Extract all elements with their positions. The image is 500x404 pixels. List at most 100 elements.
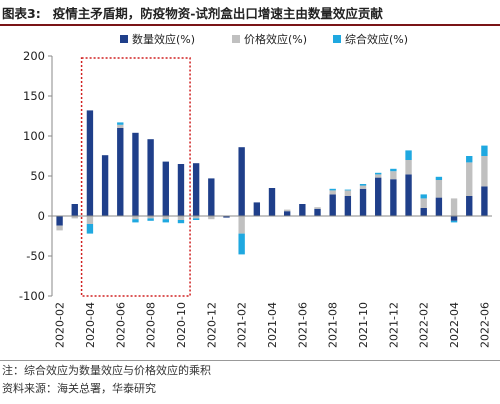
bar-quantity-2022-01: [405, 174, 412, 216]
x-tick-label: 2020-12: [205, 302, 218, 348]
x-tick-label: 2021-04: [266, 302, 279, 348]
figure-label: 图表3:: [2, 5, 41, 21]
bar-quantity-2020-12: [208, 178, 215, 216]
chart-title-row: 图表3: 疫情主矛盾期，防疫物资-试剂盒出口增速主由数量效应贡献: [0, 0, 500, 24]
y-tick-label: 0: [38, 209, 45, 223]
bar-quantity-2022-02: [420, 208, 427, 216]
bar-quantity-2021-10: [359, 188, 367, 216]
bar-price-2022-02: [420, 198, 427, 208]
bar-quantity-2021-06: [299, 204, 306, 216]
bar-combined-2022-02: [420, 194, 427, 199]
bar-quantity-2022-03: [435, 197, 443, 216]
bar-price-2022-04: [450, 198, 458, 216]
notes-block: 注：综合效应为数量效应与价格效应的乘积 资料来源：海关总署，华泰研究: [2, 362, 211, 398]
bar-combined-2020-04: [86, 224, 94, 234]
x-tick-label: 2021-06: [296, 302, 309, 348]
bar-quantity-2021-12: [390, 179, 397, 216]
bar-combined-2021-12: [390, 168, 397, 172]
x-tick-label: 2020-06: [114, 302, 127, 348]
bar-combined-2021-08: [329, 188, 336, 191]
bar-combined-2021-10: [359, 184, 367, 186]
y-tick-label: 200: [23, 49, 45, 63]
legend-label-combined: 综合效应(%): [345, 32, 408, 46]
notes-divider: [0, 360, 500, 361]
bar-quantity-2020-07: [132, 132, 139, 216]
bar-quantity-2021-01: [223, 216, 230, 218]
bar-quantity-2021-04: [268, 188, 276, 216]
bars-layer: [56, 110, 488, 255]
bar-quantity-2020-03: [71, 204, 78, 216]
y-tick-label: -50: [26, 249, 45, 263]
bar-combined-2021-09: [344, 189, 352, 191]
bar-combined-2020-08: [147, 218, 154, 221]
bar-combined-2020-09: [162, 219, 169, 223]
bar-price-2022-03: [435, 180, 443, 198]
bar-quantity-2020-09: [162, 161, 169, 216]
bar-quantity-2020-11: [192, 163, 200, 216]
bar-price-2020-03: [71, 216, 78, 219]
bar-price-2021-05: [283, 209, 291, 212]
bar-combined-2021-11: [375, 172, 382, 175]
bar-price-2021-07: [314, 207, 321, 209]
bar-quantity-2020-02: [56, 216, 63, 226]
y-tick-label: 150: [23, 89, 45, 103]
bar-price-2021-08: [329, 190, 336, 195]
x-tick-label: 2022-02: [418, 302, 431, 348]
y-tick-label: 100: [23, 129, 45, 143]
chart-svg: 数量效应(%) 价格效应(%) 综合效应(%) -100 -50 0 50 100 150 20…: [19, 32, 492, 348]
x-tick-label: 2020-08: [145, 302, 158, 348]
bar-price-2020-07: [132, 216, 139, 220]
bar-price-2021-11: [375, 174, 382, 178]
legend-label-price: 价格效应(%): [244, 32, 307, 46]
bar-combined-2022-05: [466, 156, 473, 163]
bar-quantity-2020-05: [101, 155, 109, 216]
legend-swatch-quantity: [120, 35, 128, 43]
bar-quantity-2021-11: [375, 177, 382, 216]
axes-layer: -100 -50 0 50 100 150 200 2020-02 2020-04 2020-06…: [19, 49, 492, 348]
source-note: 资料来源：海关总署，华泰研究: [2, 382, 156, 395]
x-tick-label: 2021-02: [236, 302, 249, 348]
legend: 数量效应(%) 价格效应(%) 综合效应(%): [120, 32, 408, 46]
legend-swatch-combined: [333, 35, 341, 43]
bar-combined-2022-01: [405, 150, 412, 160]
bar-combined-2022-06: [481, 145, 488, 156]
legend-swatch-price: [232, 35, 240, 43]
x-tick-label: 2020-10: [175, 302, 188, 348]
title-divider: [0, 24, 500, 26]
bar-quantity-2022-04: [450, 216, 458, 221]
bar-quantity-2021-07: [314, 208, 321, 216]
bar-price-2020-04: [86, 216, 94, 224]
bar-price-2020-10: [177, 216, 185, 220]
bar-price-2021-10: [359, 185, 367, 189]
bar-combined-2020-06: [117, 122, 124, 125]
highlight-layer: [80, 57, 191, 297]
y-tick-label: 50: [30, 169, 45, 183]
bar-price-2021-02: [238, 216, 245, 234]
bar-price-2022-06: [481, 156, 488, 187]
bar-combined-2021-02: [238, 233, 245, 255]
footnote: 注：综合效应为数量效应与价格效应的乘积: [2, 364, 211, 377]
bar-combined-2022-03: [435, 176, 443, 180]
bar-price-2020-08: [147, 216, 154, 219]
bar-price-2021-12: [390, 171, 397, 180]
bar-quantity-2022-06: [481, 186, 488, 216]
chart-title: 疫情主矛盾期，防疫物资-试剂盒出口增速主由数量效应贡献: [52, 5, 383, 21]
bar-quantity-2021-02: [238, 147, 245, 216]
x-tick-label: 2021-10: [357, 302, 370, 348]
bar-quantity-2021-09: [344, 196, 352, 216]
bar-price-2020-06: [117, 124, 124, 128]
bar-quantity-2020-06: [117, 128, 124, 216]
bar-price-2022-05: [466, 162, 473, 196]
bar-quantity-2021-05: [283, 211, 291, 216]
bar-combined-2022-04: [450, 220, 458, 223]
x-tick-label: 2022-06: [478, 302, 491, 348]
bar-quantity-2020-08: [147, 139, 154, 216]
bar-combined-2020-11: [192, 218, 200, 220]
legend-label-quantity: 数量效应(%): [132, 32, 195, 46]
y-tick-label: -100: [19, 289, 45, 303]
x-tick-label: 2020-02: [54, 302, 67, 348]
bar-price-2020-09: [162, 216, 169, 220]
bar-price-2021-09: [344, 190, 352, 196]
bar-quantity-2021-08: [329, 194, 336, 216]
bar-price-2022-01: [405, 160, 412, 175]
